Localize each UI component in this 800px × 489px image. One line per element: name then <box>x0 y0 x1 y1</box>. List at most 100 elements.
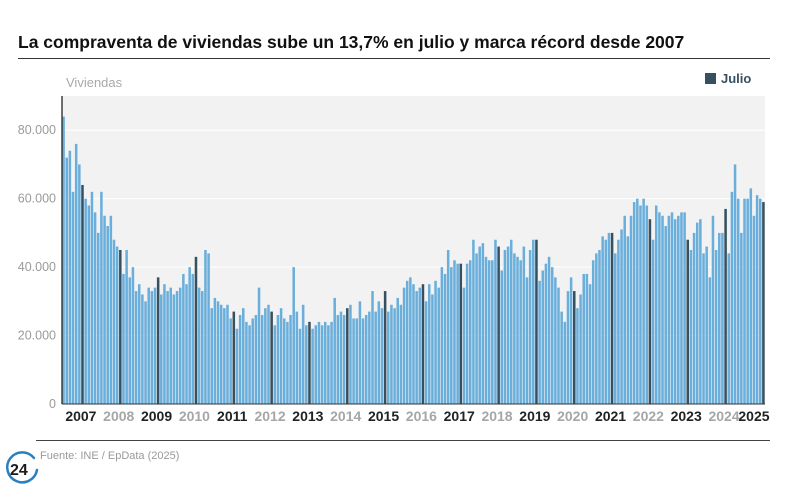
x-tick-label: 2024 <box>708 408 739 424</box>
bar <box>355 318 359 404</box>
bar-julio <box>232 311 236 404</box>
bar <box>254 315 258 404</box>
bar <box>736 198 740 404</box>
bar <box>115 246 119 404</box>
bar <box>229 318 232 404</box>
bar <box>409 277 412 404</box>
bar <box>443 273 447 404</box>
bar <box>210 308 213 404</box>
bar <box>260 315 264 404</box>
y-tick-label: 80.000 <box>18 123 56 137</box>
bar <box>317 321 321 404</box>
bar <box>755 195 759 404</box>
bar <box>525 277 529 404</box>
bar <box>87 205 91 404</box>
bar <box>661 215 664 404</box>
bar <box>160 294 163 404</box>
bar <box>339 311 343 404</box>
bar <box>330 321 333 404</box>
bar <box>191 273 195 404</box>
bar <box>475 253 478 404</box>
bar <box>569 277 573 404</box>
bar <box>434 280 437 404</box>
bar <box>207 253 210 404</box>
bar <box>683 212 686 404</box>
bar <box>509 239 513 404</box>
bar <box>213 297 217 404</box>
bar <box>93 212 97 404</box>
bar <box>591 260 595 404</box>
logo-text: 24 <box>10 462 28 479</box>
bar <box>440 267 444 404</box>
bar <box>112 239 116 404</box>
bar <box>273 325 277 404</box>
bar <box>333 297 336 404</box>
bar <box>264 308 267 404</box>
bar <box>428 284 431 404</box>
bar-julio <box>648 219 652 404</box>
bar-julio <box>421 284 425 404</box>
bar <box>374 311 377 404</box>
bar <box>106 226 109 404</box>
x-tick-label: 2008 <box>103 408 134 424</box>
bar <box>667 215 671 404</box>
bar <box>122 273 125 404</box>
bar <box>103 215 106 404</box>
bar <box>522 246 526 404</box>
bar <box>216 301 220 404</box>
bar <box>361 318 365 404</box>
bar <box>96 232 100 404</box>
bar <box>137 284 141 404</box>
bar <box>396 297 399 404</box>
bar <box>172 294 176 404</box>
x-tick-label: 2025 <box>738 408 769 424</box>
y-axis-label: Viviendas <box>66 75 123 90</box>
bar <box>377 301 381 404</box>
bar <box>604 239 608 404</box>
bar <box>670 212 674 404</box>
bar <box>689 250 693 404</box>
bar <box>642 198 645 404</box>
bar <box>298 328 302 404</box>
y-axis-tick-labels: 0 20.000 40.000 60.000 80.000 <box>18 123 56 411</box>
bar <box>68 150 72 404</box>
brand-logo-icon: 24 <box>6 451 39 484</box>
bar <box>128 277 132 404</box>
bar-julio <box>156 277 160 404</box>
bar-julio <box>459 263 463 404</box>
bar <box>188 267 191 404</box>
bar <box>506 246 510 404</box>
bar <box>560 311 563 404</box>
bar <box>702 253 705 404</box>
bars <box>62 116 765 404</box>
bar <box>368 311 371 404</box>
bar-julio <box>610 232 614 404</box>
bar <box>462 287 466 404</box>
bar <box>147 287 150 404</box>
x-tick-label: 2014 <box>330 408 361 424</box>
bar <box>538 280 541 404</box>
bar <box>390 304 393 404</box>
bar <box>90 191 94 404</box>
bar <box>182 273 185 404</box>
bar <box>282 318 286 404</box>
bar <box>645 205 649 404</box>
bar <box>311 328 314 404</box>
bar <box>327 325 330 404</box>
bar <box>235 328 239 404</box>
bar <box>614 253 617 404</box>
legend: Julio <box>705 71 751 86</box>
source-note: Fuente: INE / EpData (2025) <box>40 450 180 462</box>
bar <box>364 315 368 404</box>
bar <box>651 239 655 404</box>
bar <box>714 250 718 404</box>
bar <box>677 215 680 404</box>
bar-julio <box>119 250 122 404</box>
bar <box>450 267 453 404</box>
x-tick-label: 2011 <box>217 408 248 424</box>
bar <box>579 294 582 404</box>
bar <box>692 232 696 404</box>
bar <box>125 250 128 404</box>
bar-julio <box>81 184 84 404</box>
